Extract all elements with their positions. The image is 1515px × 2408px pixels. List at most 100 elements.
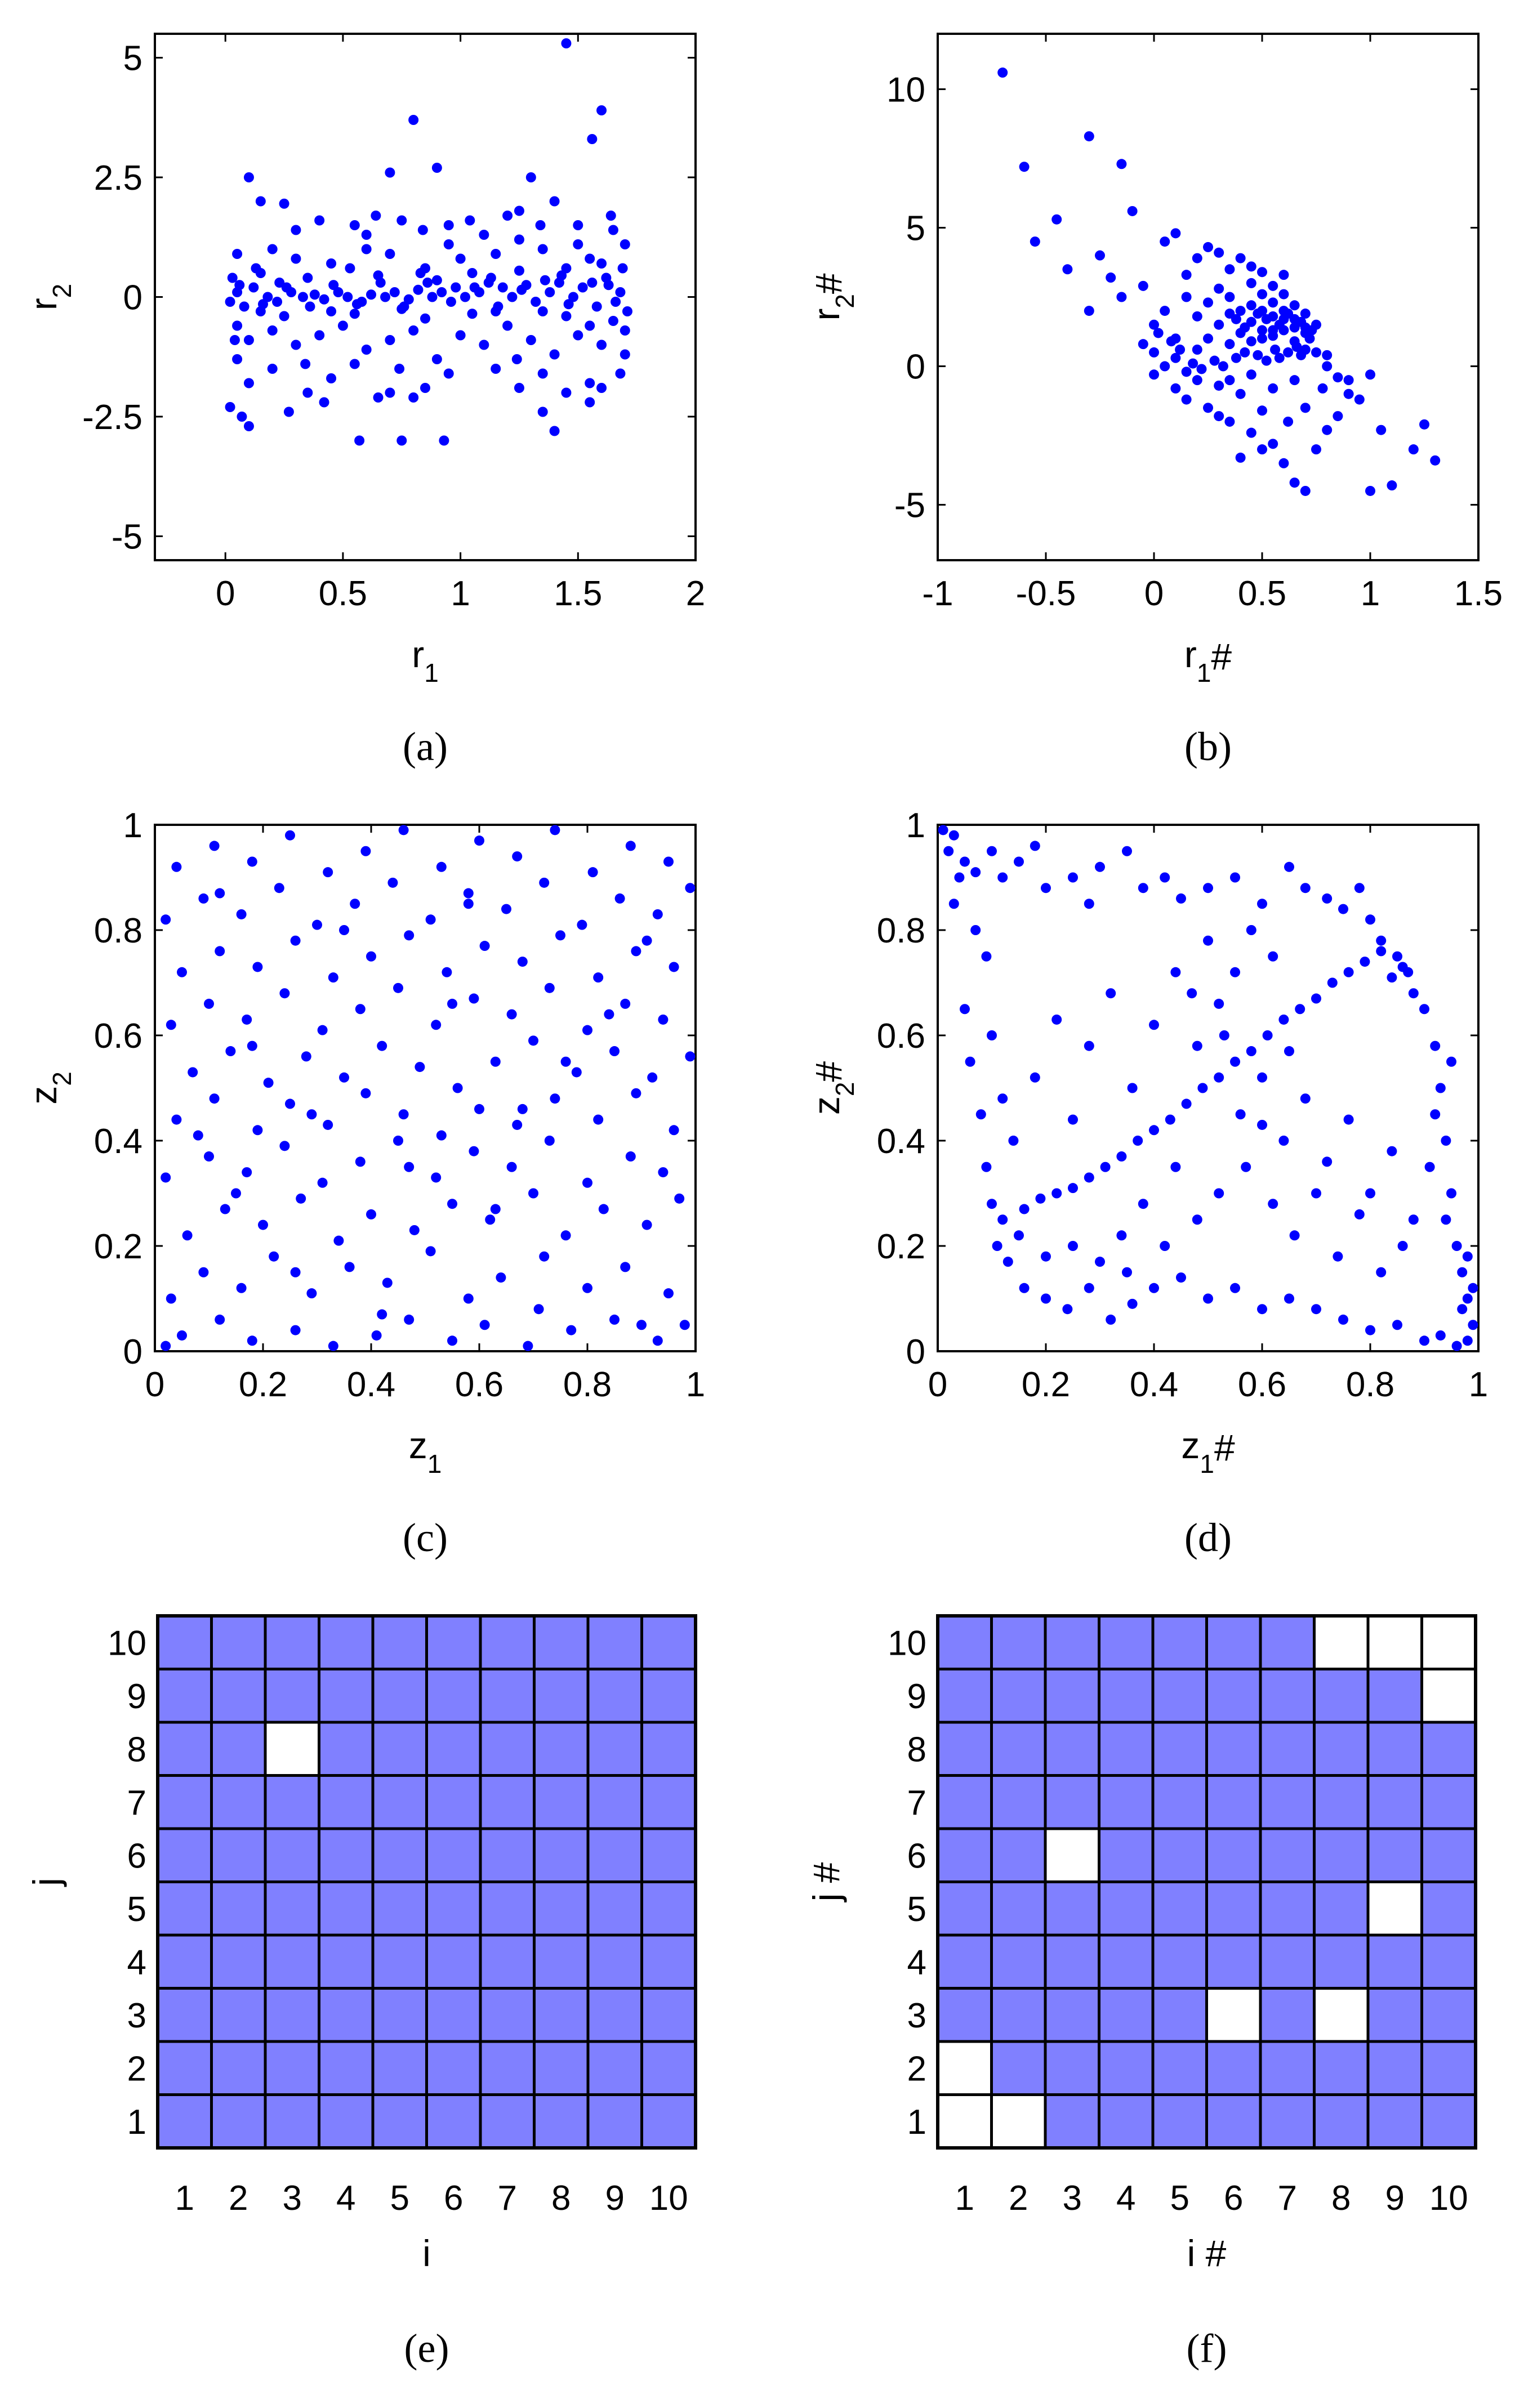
data-point	[232, 320, 243, 331]
data-point	[1253, 309, 1263, 319]
data-point	[516, 284, 527, 295]
data-point	[272, 297, 283, 307]
panel-caption: (a)	[403, 724, 448, 769]
data-point	[1376, 1267, 1387, 1277]
data-point	[274, 883, 284, 893]
data-point	[1376, 935, 1387, 946]
grid-cell	[1205, 1987, 1262, 2043]
data-point	[1268, 1199, 1278, 1209]
data-point	[385, 387, 395, 398]
data-point	[302, 272, 313, 283]
data-point	[596, 383, 607, 393]
data-point	[177, 967, 187, 977]
data-point	[1424, 1161, 1435, 1172]
data-point	[1419, 1004, 1429, 1015]
data-point	[1224, 416, 1235, 427]
grid-cell	[479, 1774, 536, 1830]
data-point	[1116, 159, 1127, 169]
y-tick-label: 1	[123, 806, 142, 845]
x-tick-label: 3	[283, 2179, 302, 2218]
data-point	[1354, 883, 1365, 893]
grid-cell	[990, 1880, 1047, 1937]
data-point	[361, 345, 372, 355]
data-point	[232, 249, 243, 259]
data-point	[166, 1020, 176, 1030]
data-point	[1268, 280, 1278, 291]
data-point	[281, 282, 292, 293]
data-point	[319, 397, 329, 408]
grid-cell	[479, 1933, 536, 1990]
grid-cell	[990, 2040, 1047, 2096]
data-point	[1160, 236, 1170, 247]
grid-cell	[1205, 1614, 1262, 1670]
data-point	[425, 1246, 436, 1257]
data-point	[1457, 1267, 1468, 1277]
data-point	[1462, 1293, 1473, 1304]
data-point	[1176, 893, 1186, 904]
data-point	[377, 1309, 387, 1320]
data-point	[1214, 998, 1224, 1009]
data-point	[1170, 1161, 1181, 1172]
y-tick-label: 0.2	[877, 1227, 925, 1266]
x-tick-label: -1	[922, 574, 953, 613]
data-point	[242, 1167, 252, 1178]
data-point	[1338, 1314, 1348, 1325]
data-point	[404, 1161, 415, 1172]
data-point	[404, 1314, 415, 1325]
data-point	[1030, 841, 1040, 851]
data-point	[1343, 967, 1354, 977]
grid-cell	[1366, 2040, 1423, 2096]
data-point	[317, 1177, 328, 1188]
panel-caption: (e)	[404, 2326, 449, 2371]
grid-cell	[371, 1614, 428, 1670]
x-tick-label: 2	[1009, 2179, 1028, 2218]
data-point	[247, 1040, 257, 1051]
x-tick-label: 0.6	[1238, 1365, 1286, 1404]
data-point	[255, 196, 266, 207]
grid-cell	[1205, 1933, 1262, 1990]
grid-cell	[586, 1827, 643, 1883]
grid-cell	[533, 1721, 590, 1777]
data-point	[1278, 458, 1289, 468]
grid-cell	[1098, 1614, 1155, 1670]
x-tick-label: 5	[1170, 2179, 1189, 2218]
data-point	[561, 38, 572, 48]
x-tick-label: 0.5	[319, 574, 367, 613]
grid-cell	[990, 1933, 1047, 1990]
data-point	[337, 320, 348, 331]
data-point	[231, 1188, 241, 1199]
data-point	[573, 220, 583, 230]
grid-cell	[640, 1933, 697, 1990]
data-point	[1268, 439, 1278, 449]
data-point	[1106, 988, 1116, 999]
data-point	[242, 1014, 252, 1025]
data-point	[422, 278, 433, 288]
x-tick-label: 1	[1469, 1365, 1488, 1404]
data-point	[669, 962, 679, 972]
grid-cell	[1313, 1721, 1370, 1777]
data-point	[355, 1156, 366, 1167]
data-point	[366, 289, 376, 300]
data-point	[339, 925, 349, 935]
grid-cell	[533, 1987, 590, 2043]
data-point	[1203, 333, 1213, 344]
data-point	[669, 1125, 679, 1136]
data-point	[447, 1199, 457, 1209]
x-tick-label: 8	[551, 2179, 571, 2218]
data-point	[1274, 319, 1285, 330]
data-point	[1365, 1188, 1375, 1199]
data-point	[1311, 1188, 1321, 1199]
x-tick-label: 1	[175, 2179, 194, 2218]
data-point	[1224, 339, 1235, 350]
x-tick-label: 0.8	[563, 1365, 612, 1404]
data-point	[1127, 1083, 1138, 1093]
grid-cell	[1098, 2040, 1155, 2096]
data-point	[587, 278, 598, 288]
grid-cell	[1151, 1987, 1208, 2043]
grid-cell	[210, 1774, 267, 1830]
grid-cell	[1420, 1668, 1477, 1724]
data-point	[1170, 967, 1181, 977]
data-point	[1214, 1072, 1224, 1083]
data-point	[171, 1114, 182, 1125]
grid-cell	[210, 1668, 267, 1724]
